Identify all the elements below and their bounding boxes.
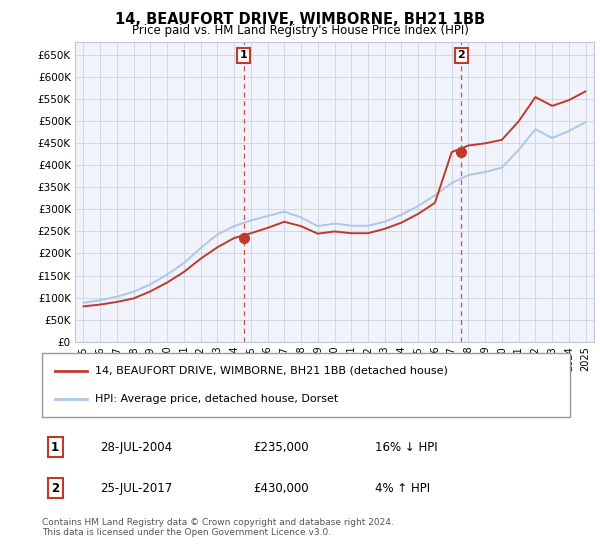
Text: 25-JUL-2017: 25-JUL-2017 [100, 482, 172, 494]
Text: 2: 2 [51, 482, 59, 494]
Text: 1: 1 [240, 50, 248, 60]
Text: Contains HM Land Registry data © Crown copyright and database right 2024.
This d: Contains HM Land Registry data © Crown c… [42, 518, 394, 538]
Text: £430,000: £430,000 [253, 482, 309, 494]
Text: £235,000: £235,000 [253, 441, 309, 454]
Text: 28-JUL-2004: 28-JUL-2004 [100, 441, 172, 454]
Text: 14, BEAUFORT DRIVE, WIMBORNE, BH21 1BB: 14, BEAUFORT DRIVE, WIMBORNE, BH21 1BB [115, 12, 485, 27]
Text: 4% ↑ HPI: 4% ↑ HPI [374, 482, 430, 494]
Text: 2: 2 [458, 50, 465, 60]
Text: 14, BEAUFORT DRIVE, WIMBORNE, BH21 1BB (detached house): 14, BEAUFORT DRIVE, WIMBORNE, BH21 1BB (… [95, 366, 448, 376]
Text: Price paid vs. HM Land Registry's House Price Index (HPI): Price paid vs. HM Land Registry's House … [131, 24, 469, 37]
FancyBboxPatch shape [42, 353, 570, 417]
Text: 1: 1 [51, 441, 59, 454]
Text: 16% ↓ HPI: 16% ↓ HPI [374, 441, 437, 454]
Text: HPI: Average price, detached house, Dorset: HPI: Average price, detached house, Dors… [95, 394, 338, 404]
